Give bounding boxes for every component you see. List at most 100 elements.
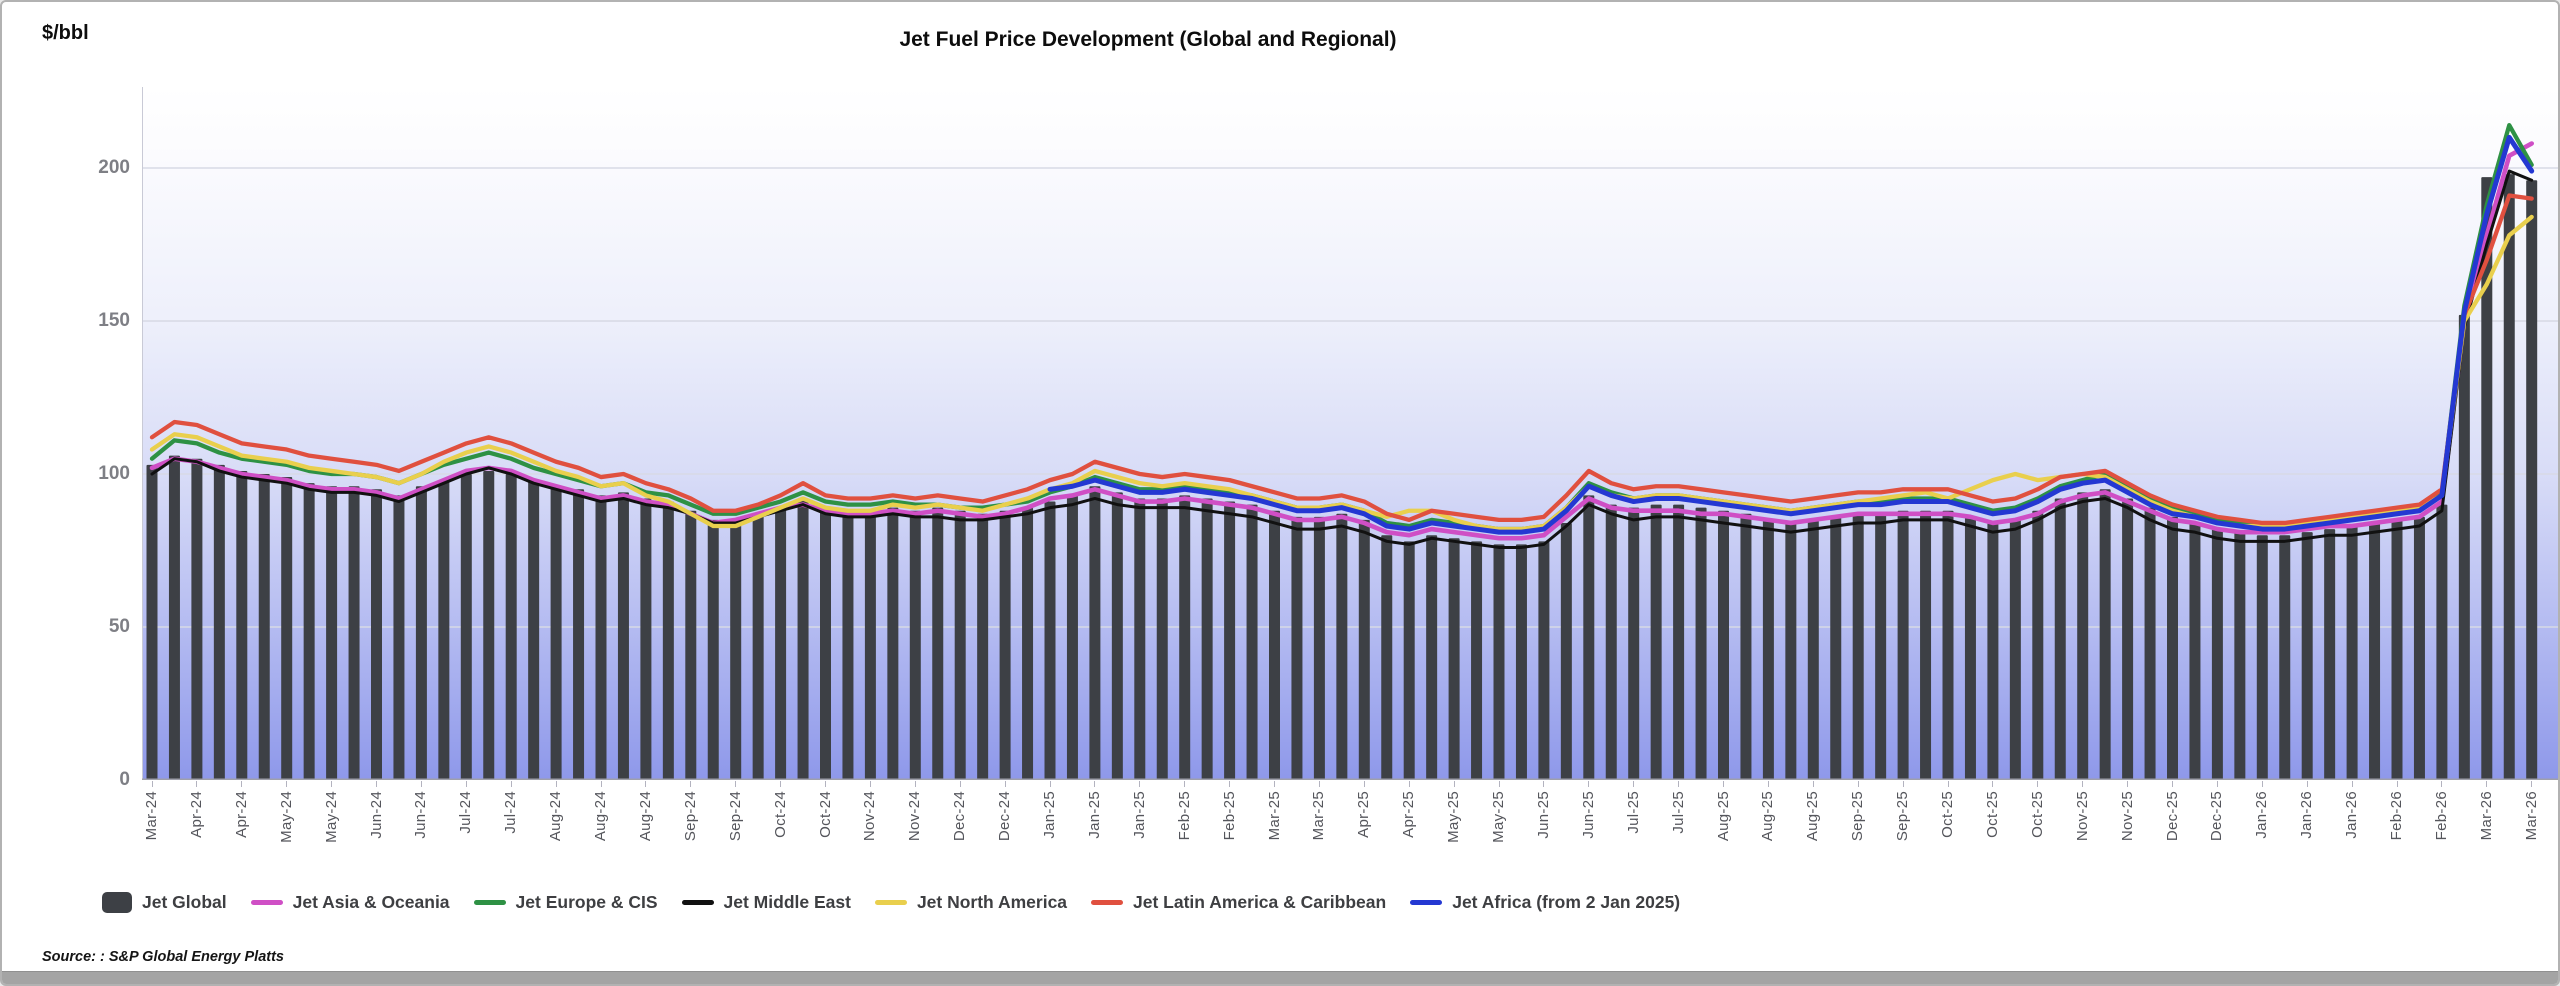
x-tick-mark (1947, 781, 1949, 787)
bar (1807, 519, 1819, 780)
bar (797, 498, 809, 780)
plot-area (142, 87, 2558, 780)
bar (595, 495, 607, 780)
legend-item-jet-africa-from-2-jan-2025-: Jet Africa (from 2 Jan 2025) (1410, 892, 1680, 913)
x-tick-label: Oct-25 (1939, 791, 1956, 838)
bar (1066, 495, 1078, 780)
bar (954, 510, 966, 780)
bar (909, 510, 921, 780)
x-tick-label: Oct-25 (2028, 791, 2046, 838)
bar (281, 477, 293, 780)
bar (460, 474, 472, 780)
x-tick-label: Apr-24 (232, 791, 250, 838)
bar (2481, 177, 2493, 780)
bar (2369, 522, 2381, 780)
x-tick-mark (241, 781, 243, 787)
bar (2413, 516, 2425, 780)
legend-item-jet-asia-oceania: Jet Asia & Oceania (250, 892, 450, 913)
bar (662, 501, 674, 780)
bar (528, 480, 540, 780)
bar (2122, 498, 2134, 780)
x-tick-mark (196, 781, 198, 787)
bar (2526, 180, 2538, 780)
bar (371, 489, 382, 780)
x-tick-mark (555, 781, 557, 787)
x-tick-label: Oct-25 (1983, 791, 2001, 838)
x-tick-mark (376, 781, 377, 787)
line-series-jet-north-america (149, 214, 2534, 532)
legend-swatch-line (874, 900, 907, 905)
x-tick-label: Mar-25 (1265, 791, 1283, 841)
x-tick-label: Apr-25 (1355, 791, 1373, 838)
legend-item-jet-global: Jet Global (102, 892, 227, 913)
bar (258, 474, 270, 780)
x-tick-label: Sep-25 (1849, 791, 1867, 842)
x-tick-label: Aug-25 (1804, 791, 1822, 842)
legend-swatch-line (1091, 900, 1124, 905)
y-axis: 0 50 100 150 200 (2, 87, 130, 790)
bar (303, 483, 315, 780)
bar (1044, 501, 1056, 780)
bar (1426, 535, 1438, 780)
x-tick-mark (2531, 781, 2533, 787)
bar (213, 464, 225, 780)
x-tick-mark (151, 781, 153, 787)
bar (2503, 174, 2515, 780)
bar (573, 489, 585, 780)
bar (2324, 529, 2336, 780)
bar (2099, 489, 2111, 780)
bar (1762, 519, 1774, 780)
x-tick-mark (1453, 781, 1455, 787)
bar (887, 507, 899, 780)
x-tick-label: Jun-24 (412, 791, 430, 839)
bar (2032, 510, 2044, 780)
bar (1695, 507, 1707, 780)
legend-swatch-line (1410, 900, 1443, 905)
bar (685, 510, 697, 780)
bar (1897, 510, 1909, 780)
x-tick-label: Feb-26 (2388, 791, 2405, 841)
legend-swatch-line (681, 900, 714, 905)
bottom-scrollbar[interactable] (2, 971, 2558, 984)
bar (1673, 504, 1685, 780)
chart-svg (142, 87, 2558, 780)
bar (2211, 529, 2223, 780)
x-tick-label: Dec-24 (951, 791, 969, 842)
x-tick-mark (1139, 781, 1141, 787)
x-tick-label: Jan-26 (2298, 791, 2316, 839)
x-tick-mark (2082, 781, 2084, 787)
bar (2458, 314, 2470, 780)
x-tick-mark (1094, 781, 1096, 787)
bar (326, 486, 338, 780)
bar (1650, 504, 1662, 780)
x-tick-mark (1184, 781, 1186, 787)
bar (2436, 504, 2448, 780)
x-tick-label: Jun-25 (1534, 791, 1552, 839)
x-tick-mark (1318, 781, 1320, 787)
bar (864, 510, 876, 780)
x-tick-label: Mar-25 (1310, 791, 1328, 841)
x-tick-mark (959, 781, 961, 787)
x-axis: Mar-24 Apr-24 Apr-24 May-24 May-24 Jun-24 Jun-… (142, 781, 2558, 861)
x-tick-label: Aug-24 (547, 791, 565, 842)
x-tick-mark (1723, 781, 1724, 787)
bar (1538, 541, 1550, 780)
bar (2167, 516, 2178, 780)
legend: Jet Global Jet Asia & Oceania Jet Europe &… (102, 892, 1680, 913)
x-tick-mark (2351, 781, 2353, 787)
legend-swatch-line (473, 900, 506, 905)
bar (1403, 541, 1415, 780)
bar (1920, 510, 1932, 780)
bar (752, 513, 764, 780)
x-tick-label: Jul-25 (1669, 791, 1687, 834)
legend-label: Jet Europe & CIS (515, 892, 658, 912)
x-tick-mark (1992, 781, 1994, 787)
bar (1156, 498, 1168, 780)
x-tick-label: Jan-26 (2343, 791, 2361, 839)
x-tick-label: Sep-25 (1894, 791, 1912, 842)
bar (1022, 507, 1034, 780)
x-tick-label: Mar-24 (143, 791, 160, 841)
y-axis-unit-label: $/bbl (42, 22, 89, 44)
x-tick-mark (2216, 781, 2218, 787)
